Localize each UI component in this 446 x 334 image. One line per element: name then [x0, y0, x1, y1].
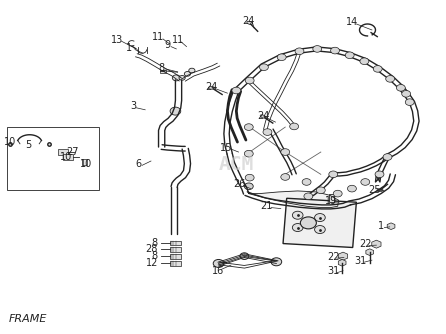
Text: 8: 8	[151, 251, 157, 261]
Bar	[169, 247, 181, 252]
Bar	[63, 154, 73, 160]
Text: 10: 10	[4, 137, 16, 147]
Text: 15: 15	[220, 143, 233, 153]
Circle shape	[402, 91, 411, 97]
Polygon shape	[283, 198, 356, 247]
Bar	[169, 261, 181, 266]
Text: 8: 8	[151, 238, 157, 248]
Circle shape	[300, 217, 316, 229]
Bar	[169, 254, 181, 259]
Text: 9: 9	[165, 40, 170, 50]
Bar	[169, 240, 181, 245]
Circle shape	[295, 48, 304, 54]
Circle shape	[240, 253, 249, 260]
Ellipse shape	[247, 21, 252, 25]
Ellipse shape	[260, 115, 266, 118]
Circle shape	[277, 54, 286, 60]
Circle shape	[375, 171, 384, 178]
Circle shape	[386, 75, 395, 82]
Text: 12: 12	[146, 259, 158, 269]
Text: 28: 28	[146, 244, 158, 255]
Circle shape	[302, 179, 311, 185]
Circle shape	[184, 71, 190, 76]
Circle shape	[281, 174, 290, 180]
Text: 19: 19	[325, 196, 337, 206]
Ellipse shape	[377, 189, 383, 192]
Bar	[329, 194, 334, 202]
Text: 25: 25	[368, 185, 380, 195]
Text: 27: 27	[66, 147, 79, 157]
Circle shape	[281, 149, 290, 155]
Text: 6: 6	[136, 159, 141, 169]
Text: ACM: ACM	[219, 155, 254, 174]
Text: 21: 21	[260, 201, 273, 211]
Circle shape	[333, 190, 342, 197]
Text: 22: 22	[359, 239, 372, 249]
Circle shape	[170, 107, 181, 115]
Circle shape	[314, 213, 325, 221]
Circle shape	[245, 174, 254, 181]
Circle shape	[232, 87, 241, 94]
Circle shape	[360, 58, 369, 64]
Text: 3: 3	[130, 102, 136, 112]
Circle shape	[213, 260, 224, 268]
Circle shape	[244, 150, 253, 157]
Bar	[58, 149, 68, 155]
Circle shape	[313, 46, 322, 52]
Text: 22: 22	[327, 252, 339, 262]
Bar	[160, 69, 166, 73]
Text: 10: 10	[60, 152, 73, 162]
Circle shape	[271, 258, 282, 266]
Circle shape	[293, 223, 303, 231]
Text: 11: 11	[172, 35, 184, 45]
Text: 10: 10	[80, 159, 92, 169]
Text: 26: 26	[234, 179, 246, 189]
Circle shape	[263, 129, 272, 135]
Bar	[82, 159, 87, 165]
Circle shape	[314, 225, 325, 233]
Text: 1: 1	[378, 221, 384, 231]
Circle shape	[345, 52, 354, 58]
Circle shape	[245, 77, 254, 84]
Bar	[8, 127, 99, 190]
Circle shape	[383, 154, 392, 160]
Circle shape	[293, 211, 303, 219]
Circle shape	[316, 187, 325, 194]
Circle shape	[361, 179, 370, 185]
Text: 1: 1	[126, 43, 132, 53]
Circle shape	[244, 124, 253, 130]
Circle shape	[179, 75, 185, 80]
Text: 14: 14	[346, 17, 358, 27]
Text: 5: 5	[25, 140, 31, 150]
Polygon shape	[249, 191, 339, 207]
Circle shape	[329, 171, 338, 178]
Text: 31: 31	[355, 256, 367, 266]
Circle shape	[260, 64, 268, 70]
Text: 31: 31	[327, 267, 339, 277]
Text: 16: 16	[211, 266, 224, 276]
Circle shape	[189, 68, 195, 73]
Text: 13: 13	[111, 35, 123, 45]
Circle shape	[373, 65, 382, 72]
Text: 24: 24	[257, 112, 269, 122]
Text: 11: 11	[153, 32, 165, 42]
Circle shape	[290, 123, 298, 130]
Text: 8: 8	[159, 63, 165, 73]
Text: 24: 24	[243, 16, 255, 26]
Ellipse shape	[208, 87, 215, 89]
Circle shape	[172, 75, 180, 81]
Circle shape	[244, 183, 253, 190]
Text: 24: 24	[206, 82, 218, 92]
Text: FRAME: FRAME	[9, 314, 47, 324]
Circle shape	[330, 47, 339, 54]
Circle shape	[405, 99, 414, 106]
Circle shape	[304, 193, 313, 200]
Circle shape	[396, 85, 405, 91]
Circle shape	[347, 185, 356, 192]
